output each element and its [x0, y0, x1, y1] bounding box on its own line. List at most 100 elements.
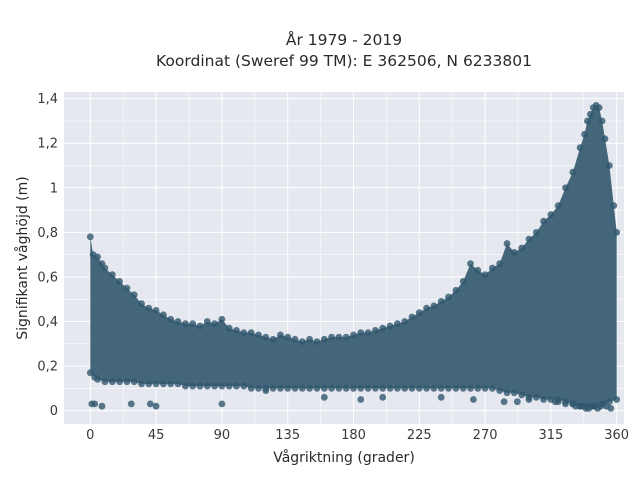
data-point	[474, 384, 482, 392]
data-point	[606, 162, 613, 169]
y-tick-label: 1,2	[37, 137, 58, 152]
x-axis-label: Vågriktning (grader)	[273, 449, 415, 466]
data-point	[459, 384, 467, 392]
data-point	[569, 168, 577, 176]
data-point	[379, 393, 387, 401]
data-point	[101, 378, 109, 386]
data-point	[152, 380, 160, 388]
data-point	[269, 384, 277, 392]
data-point	[613, 229, 621, 236]
data-point	[218, 382, 226, 390]
data-point	[255, 384, 262, 392]
data-point	[320, 335, 328, 343]
data-point	[277, 384, 284, 392]
data-point	[335, 384, 343, 392]
data-point	[174, 380, 182, 388]
data-point	[401, 318, 409, 325]
data-point	[233, 382, 240, 390]
data-point	[357, 396, 365, 403]
x-tick-label: 360	[604, 428, 629, 443]
data-point	[225, 382, 233, 390]
data-point	[306, 335, 313, 343]
data-point	[108, 378, 116, 386]
data-point	[167, 315, 175, 323]
data-point	[415, 309, 423, 316]
data-point	[350, 331, 357, 339]
y-tick-label: 0,4	[37, 315, 58, 330]
data-point	[584, 117, 591, 125]
data-point	[91, 400, 99, 408]
data-point	[540, 217, 547, 225]
data-point	[445, 293, 452, 301]
data-point	[415, 384, 423, 392]
data-point	[298, 384, 306, 392]
data-point	[595, 104, 603, 111]
data-point	[145, 380, 153, 388]
data-point	[430, 384, 438, 392]
data-point	[581, 130, 588, 138]
data-point	[284, 384, 292, 392]
data-point	[233, 327, 240, 334]
data-point	[313, 338, 321, 345]
data-point	[437, 298, 445, 305]
data-point	[291, 384, 299, 392]
data-point	[452, 286, 460, 294]
data-point	[364, 384, 372, 392]
data-point	[108, 271, 116, 279]
data-point	[196, 382, 204, 390]
y-tick-label: 0	[50, 404, 58, 419]
data-point	[467, 260, 474, 267]
data-point	[313, 384, 321, 392]
data-point	[130, 291, 138, 299]
data-point	[328, 384, 335, 392]
data-point	[167, 380, 175, 388]
data-point	[562, 184, 569, 192]
data-point	[160, 311, 167, 319]
data-point	[372, 327, 379, 334]
data-point	[291, 335, 299, 343]
data-point	[116, 378, 123, 386]
data-point	[189, 320, 197, 328]
data-point	[587, 110, 594, 118]
data-point	[513, 398, 521, 406]
x-tick-label: 270	[473, 428, 498, 443]
data-point	[116, 278, 123, 285]
data-point	[182, 382, 189, 390]
data-point	[394, 384, 401, 392]
data-point	[342, 384, 350, 392]
data-point	[459, 278, 467, 285]
data-point	[146, 400, 154, 408]
data-point	[386, 384, 394, 392]
data-point	[452, 384, 460, 392]
data-point	[101, 264, 109, 272]
data-point	[467, 384, 474, 392]
data-point	[423, 304, 430, 312]
data-point	[503, 389, 511, 397]
data-point	[372, 384, 379, 392]
data-point	[138, 300, 145, 308]
data-point	[386, 322, 394, 330]
data-point	[262, 387, 270, 394]
data-point	[470, 396, 477, 403]
x-tick-labels: 0 45 90 135 180 225 270 315 360	[86, 428, 629, 443]
data-point	[481, 271, 489, 279]
x-tick-label: 225	[407, 428, 432, 443]
data-point	[218, 315, 226, 323]
data-point	[306, 384, 313, 392]
data-point	[489, 264, 496, 272]
data-point	[510, 249, 518, 256]
data-point	[123, 284, 131, 292]
data-point	[408, 384, 416, 392]
data-point	[269, 335, 277, 343]
chart-title: År 1979 - 2019	[286, 30, 402, 49]
data-point	[562, 400, 569, 408]
y-tick-label: 0,6	[37, 270, 58, 285]
chart-subtitle: Koordinat (Sweref 99 TM): E 362506, N 62…	[156, 52, 532, 70]
data-point	[247, 384, 255, 392]
y-tick-label: 1	[50, 181, 58, 196]
data-point	[379, 324, 387, 332]
data-point	[554, 398, 562, 406]
data-point	[127, 400, 135, 408]
data-point	[320, 393, 328, 401]
